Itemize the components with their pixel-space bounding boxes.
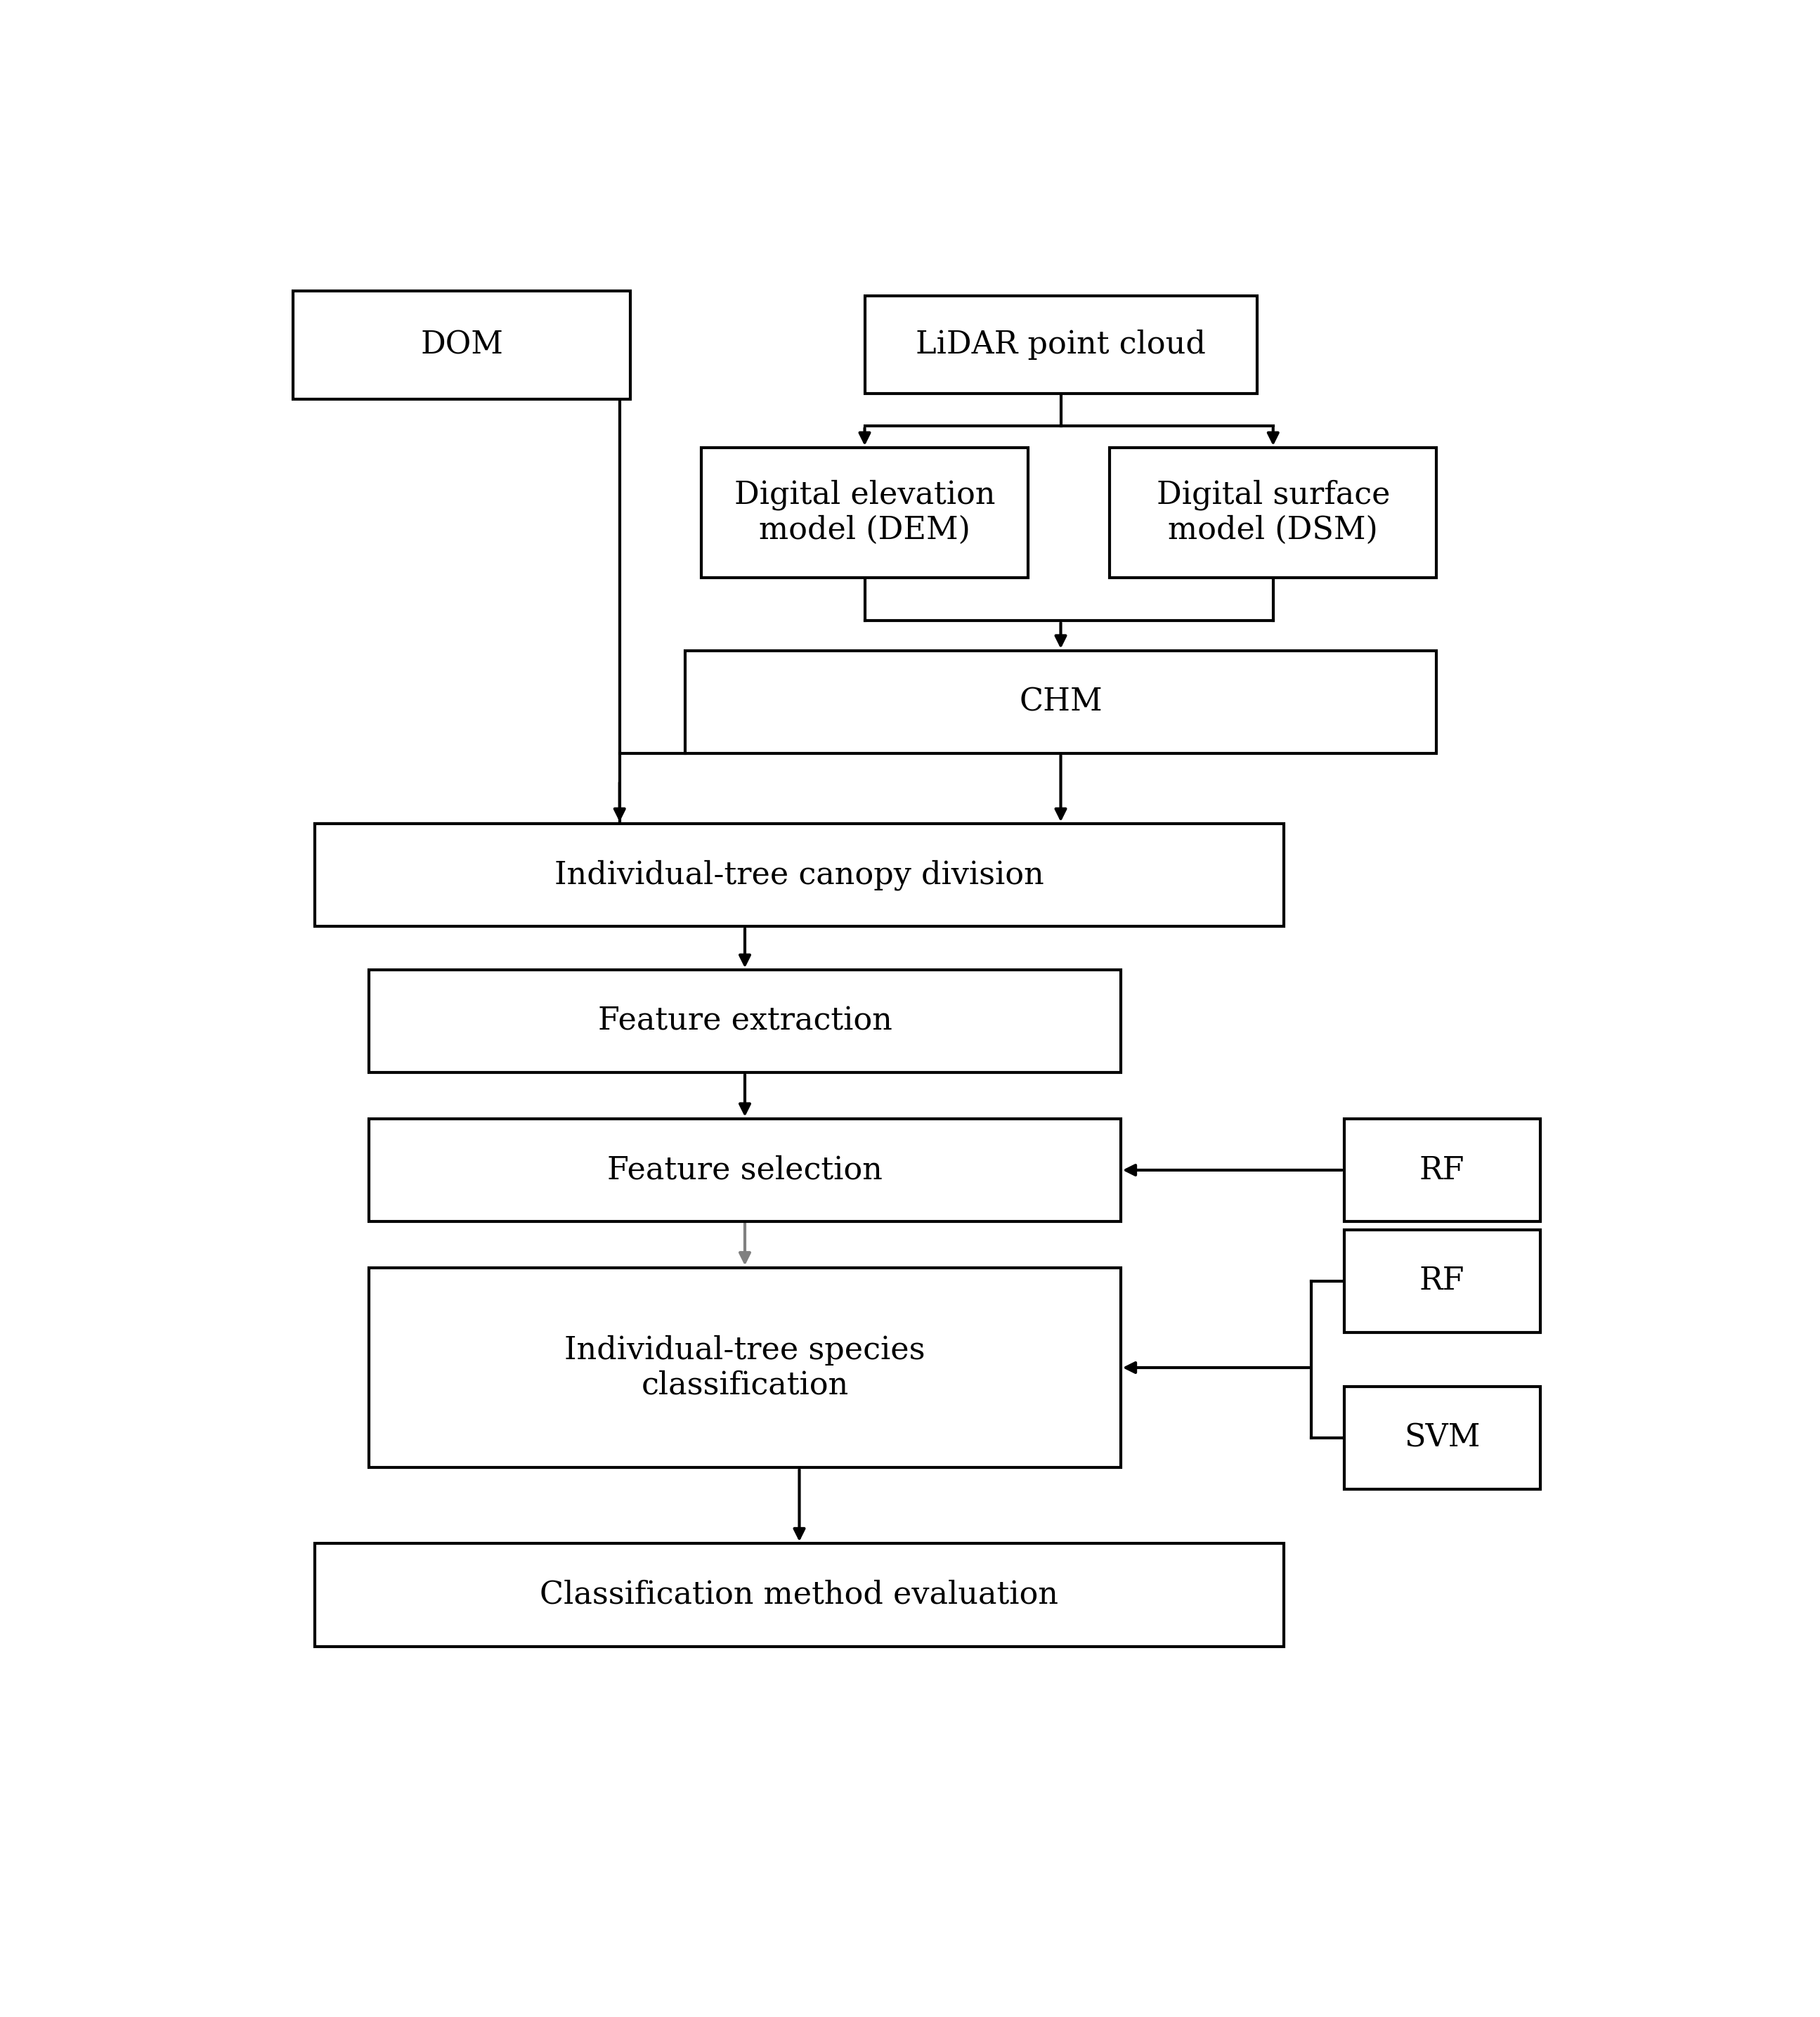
Text: Digital elevation
model (DEM): Digital elevation model (DEM) bbox=[733, 480, 996, 545]
FancyBboxPatch shape bbox=[864, 296, 1258, 393]
FancyBboxPatch shape bbox=[315, 1543, 1285, 1646]
Text: Feature extraction: Feature extraction bbox=[597, 1006, 892, 1037]
Text: RF: RF bbox=[1420, 1156, 1465, 1186]
Text: SVM: SVM bbox=[1403, 1422, 1480, 1452]
FancyBboxPatch shape bbox=[1343, 1230, 1540, 1333]
FancyBboxPatch shape bbox=[315, 823, 1285, 926]
FancyBboxPatch shape bbox=[369, 970, 1121, 1073]
Text: RF: RF bbox=[1420, 1267, 1465, 1297]
FancyBboxPatch shape bbox=[1343, 1119, 1540, 1222]
Text: DOM: DOM bbox=[420, 329, 502, 359]
FancyBboxPatch shape bbox=[701, 448, 1028, 577]
Text: Individual-tree species
classification: Individual-tree species classification bbox=[564, 1335, 925, 1400]
FancyBboxPatch shape bbox=[369, 1267, 1121, 1468]
Text: Digital surface
model (DSM): Digital surface model (DSM) bbox=[1156, 480, 1390, 545]
Text: Individual-tree canopy division: Individual-tree canopy division bbox=[555, 859, 1045, 892]
Text: CHM: CHM bbox=[1019, 688, 1103, 718]
Text: LiDAR point cloud: LiDAR point cloud bbox=[915, 329, 1207, 359]
FancyBboxPatch shape bbox=[1343, 1386, 1540, 1489]
FancyBboxPatch shape bbox=[684, 651, 1436, 754]
FancyBboxPatch shape bbox=[369, 1119, 1121, 1222]
FancyBboxPatch shape bbox=[1110, 448, 1436, 577]
FancyBboxPatch shape bbox=[293, 290, 630, 399]
Text: Classification method evaluation: Classification method evaluation bbox=[541, 1579, 1059, 1610]
Text: Feature selection: Feature selection bbox=[608, 1156, 883, 1186]
